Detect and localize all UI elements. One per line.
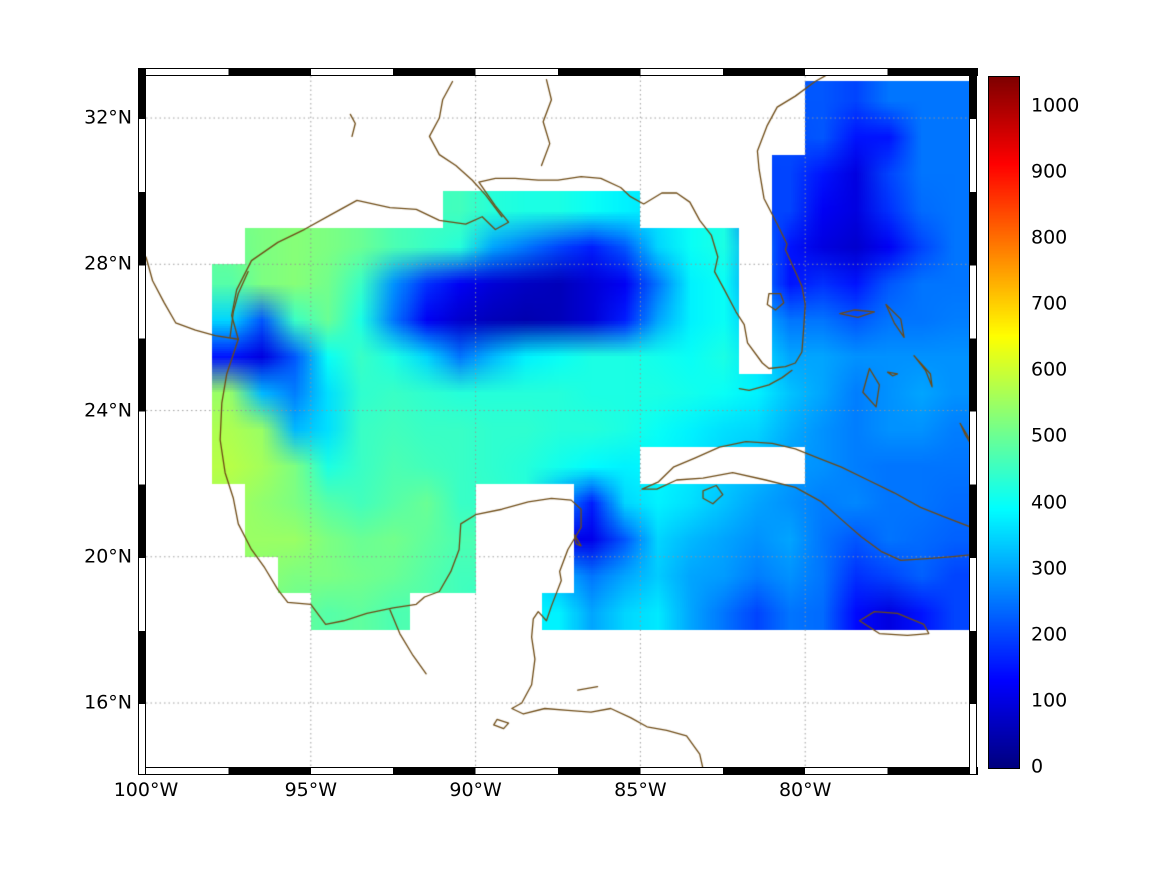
colorbar-tick-label: 200: [1031, 623, 1068, 646]
lon-tick-label: 95°W: [284, 779, 338, 801]
lat-tick-label: 28°N: [84, 252, 132, 275]
lon-tick-label: 90°W: [449, 779, 502, 801]
colorbar-tick-label: 600: [1031, 358, 1068, 381]
colorbar-tick-label: 900: [1031, 160, 1068, 183]
colorbar-canvas: [989, 77, 1019, 768]
map-frame-right: [969, 68, 977, 775]
heatmap-canvas: [146, 76, 970, 767]
map-plot: [146, 76, 970, 767]
lon-tick-label: 80°W: [778, 779, 832, 801]
colorbar-tick-label: 700: [1031, 292, 1068, 315]
lon-tick-label: 100°W: [113, 779, 179, 801]
lat-tick-label: 20°N: [84, 545, 132, 568]
lon-tick-label: 85°W: [614, 779, 667, 801]
colorbar: [988, 76, 1020, 769]
map-frame-top: [138, 68, 978, 76]
colorbar-tick-label: 800: [1031, 226, 1068, 249]
lat-tick-label: 24°N: [84, 399, 132, 422]
map-frame-bottom: [138, 767, 978, 775]
colorbar-tick-label: 300: [1031, 557, 1068, 580]
colorbar-tick-label: 0: [1031, 755, 1044, 778]
colorbar-tick-label: 100: [1031, 689, 1068, 712]
colorbar-tick-label: 400: [1031, 491, 1068, 513]
colorbar-tick-label: 500: [1031, 424, 1068, 447]
lat-tick-label: 32°N: [84, 106, 132, 129]
map-frame-left: [138, 68, 146, 775]
colorbar-tick-label: 1000: [1031, 94, 1080, 117]
lat-tick-label: 16°N: [84, 691, 132, 714]
